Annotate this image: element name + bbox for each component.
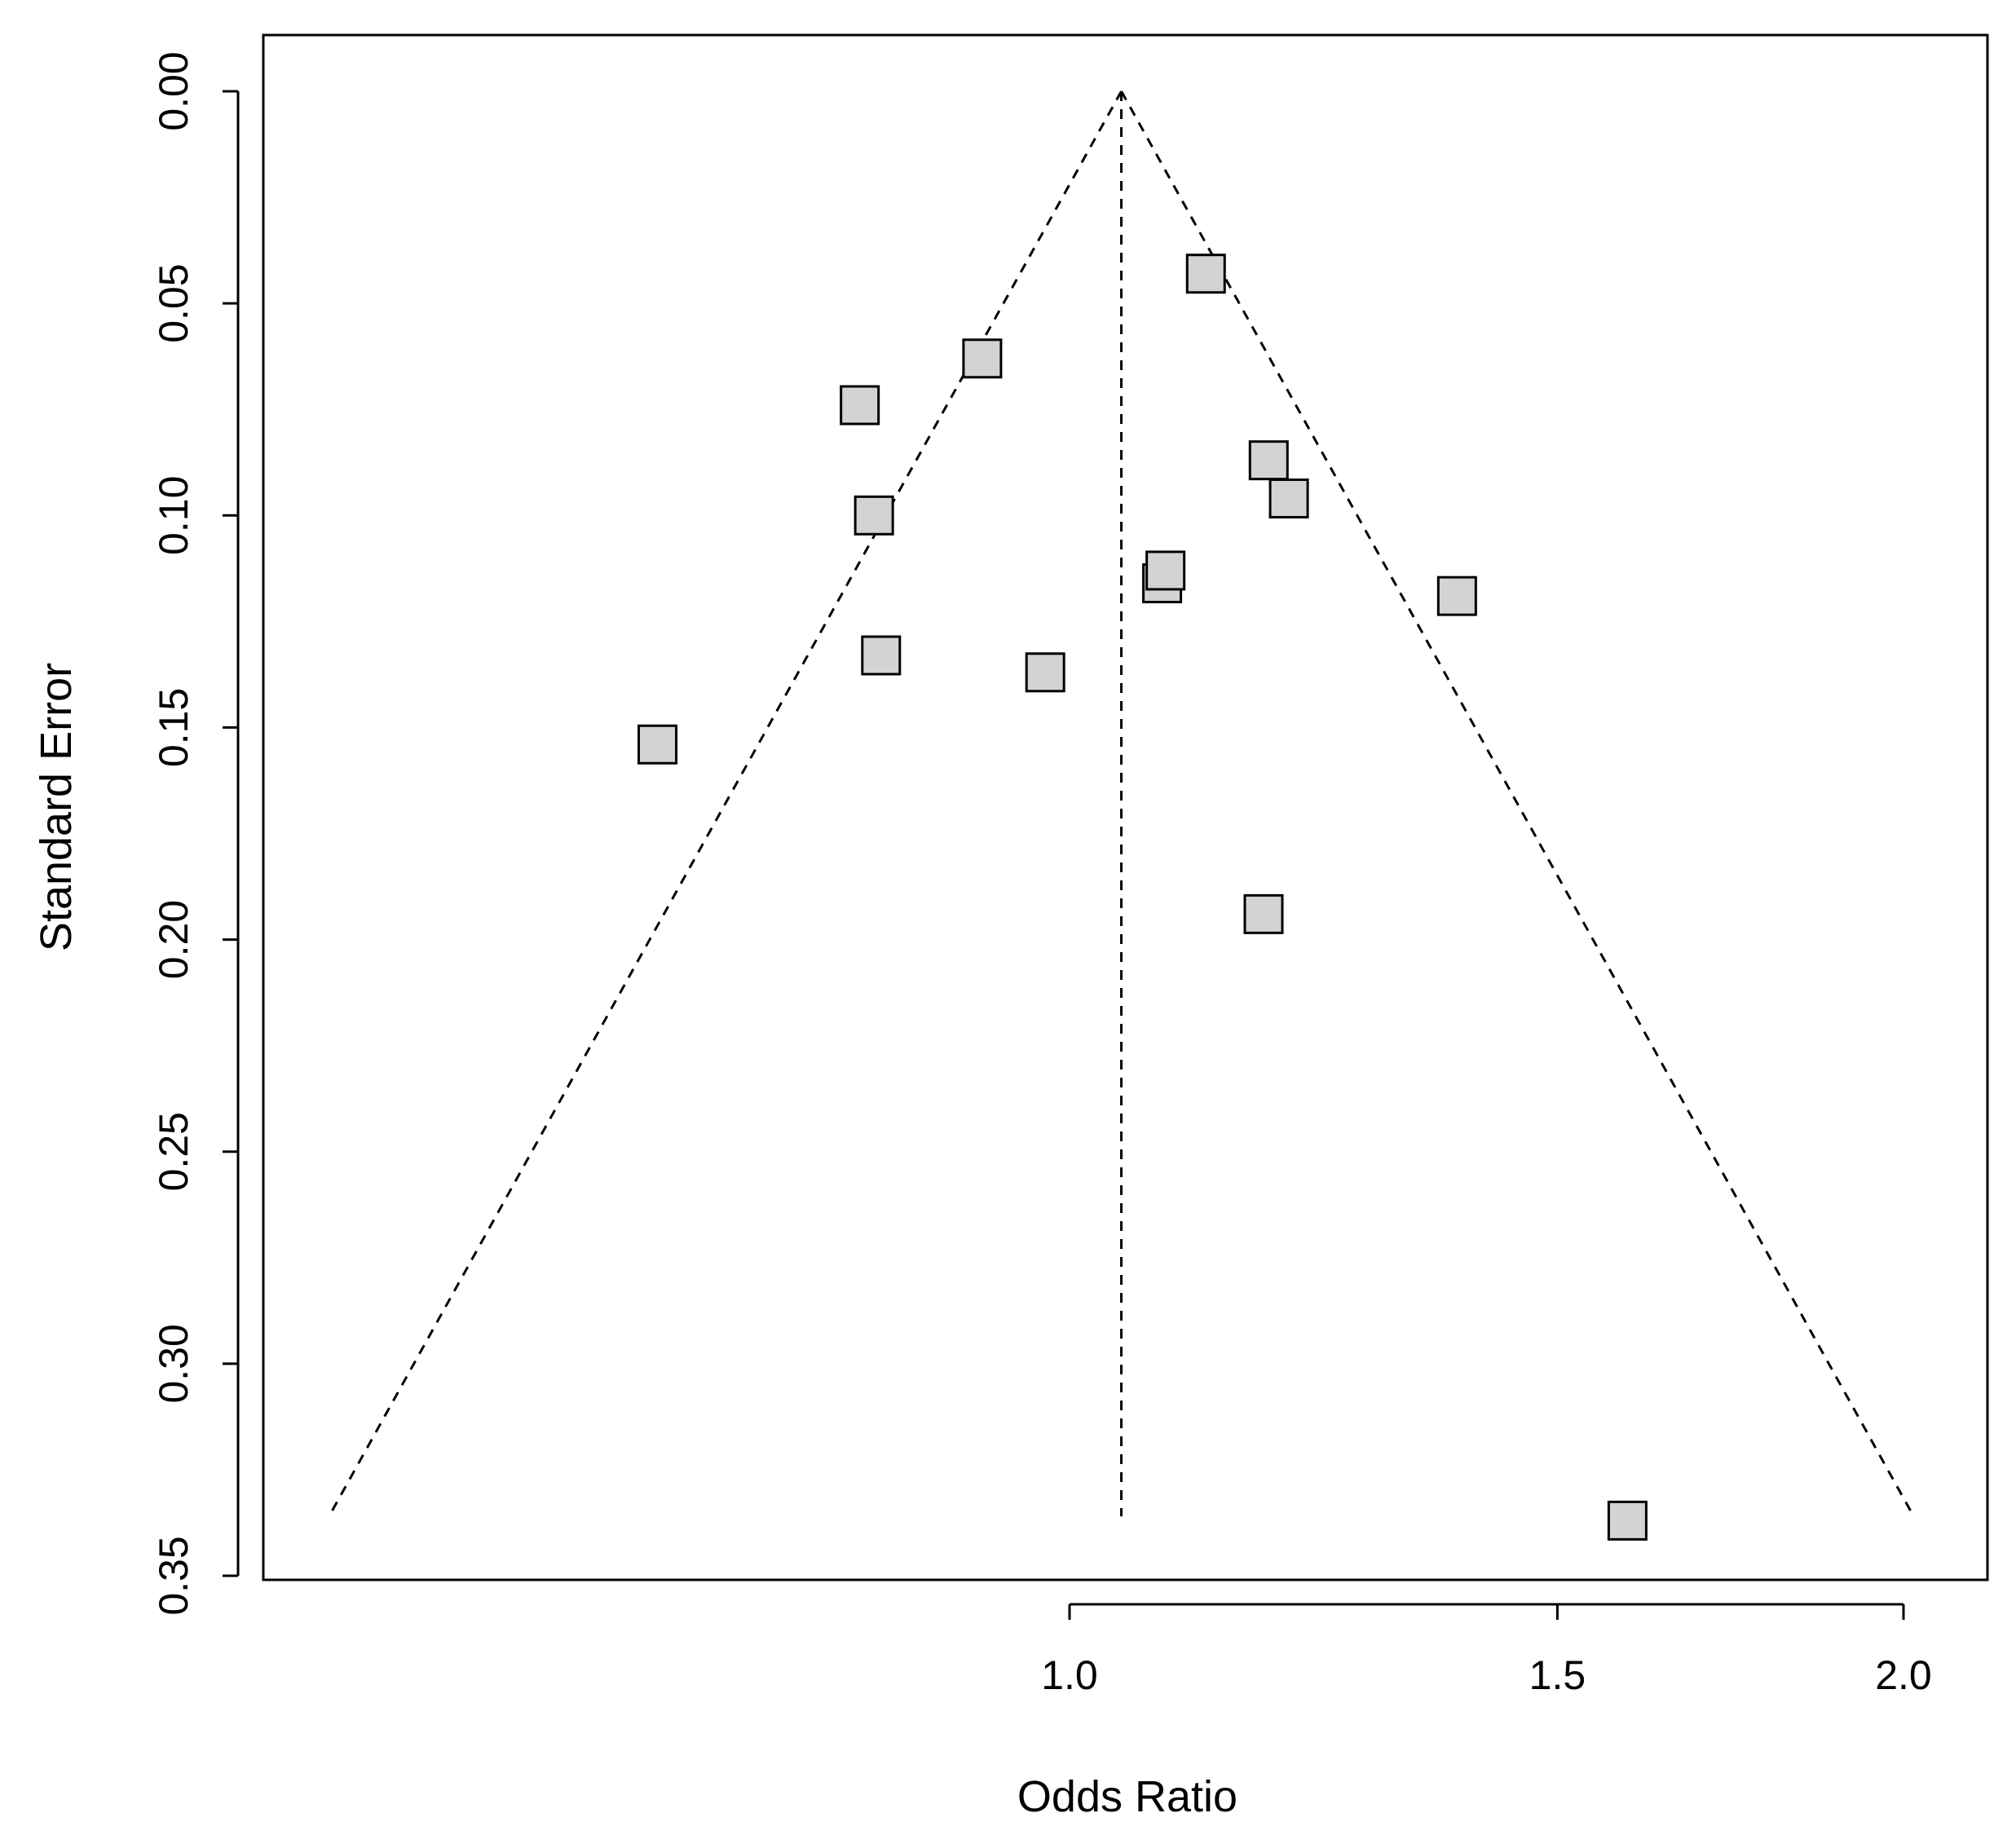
y-tick-label: 0.25 (151, 1112, 196, 1191)
study-marker (962, 338, 1003, 379)
funnel-right-line (1120, 90, 1915, 1517)
data-points (637, 254, 1648, 1541)
study-marker (1025, 652, 1065, 693)
study-marker (1145, 550, 1186, 591)
study-marker (1436, 576, 1477, 616)
y-tick-label: 0.05 (151, 263, 196, 342)
study-marker (1185, 254, 1226, 294)
x-tick-label: 2.0 (1875, 1652, 1932, 1698)
study-marker (637, 724, 678, 765)
study-marker (1248, 440, 1289, 481)
y-axis-title: Standard Error (32, 663, 81, 951)
y-tick-label: 0.35 (151, 1536, 196, 1615)
study-marker (1268, 478, 1309, 518)
x-tick-label: 1.5 (1529, 1652, 1586, 1698)
study-marker (861, 635, 902, 676)
y-tick-label: 0.10 (151, 476, 196, 555)
y-tick-label: 0.00 (151, 51, 196, 130)
study-marker (854, 495, 894, 536)
y-tick-label: 0.15 (151, 688, 196, 767)
study-marker (840, 385, 880, 426)
funnel-left-line (328, 90, 1123, 1517)
x-tick-label: 1.0 (1041, 1652, 1098, 1698)
y-axis: 0.00 0.05 0.10 0.15 0.20 0.25 0.30 0.35 (151, 51, 240, 1616)
y-tick-label: 0.30 (151, 1324, 196, 1403)
study-marker (1607, 1500, 1648, 1541)
y-tick-label: 0.20 (151, 900, 196, 979)
funnel-lines (328, 90, 1915, 1517)
study-marker (1243, 893, 1284, 934)
x-axis: 1.0 1.5 2.0 (1041, 1603, 1932, 1698)
plot-border (262, 33, 1989, 1581)
x-axis-title: Odds Ratio (1017, 1772, 1237, 1821)
